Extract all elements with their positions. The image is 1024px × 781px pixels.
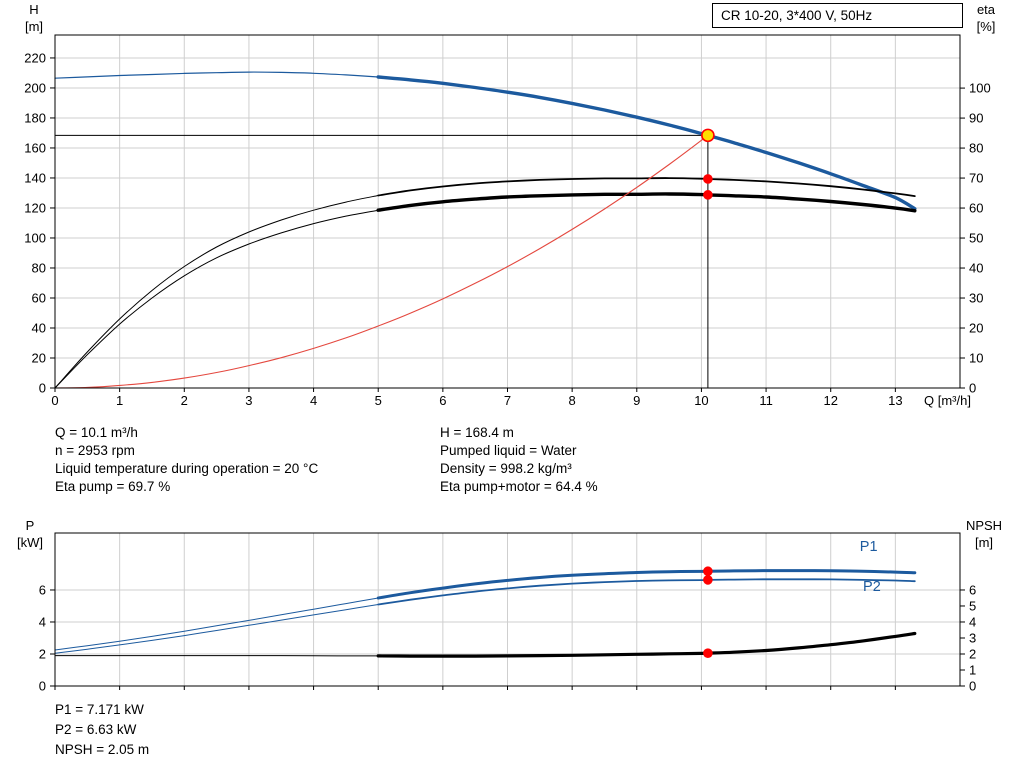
x-tick-label: 12 xyxy=(823,393,837,408)
y-right-tick-label: 5 xyxy=(969,598,976,613)
operating-info-right: H = 168.4 m Pumped liquid = Water Densit… xyxy=(440,424,598,496)
y-right-axis-label: NPSH xyxy=(966,520,1002,533)
x-tick-label: 6 xyxy=(439,393,446,408)
y-right-axis-unit: [%] xyxy=(977,19,996,34)
y-right-tick-label: 40 xyxy=(969,261,983,276)
y-right-tick-label: 20 xyxy=(969,321,983,336)
y-left-tick-label: 160 xyxy=(24,140,46,155)
y-left-tick-label: 6 xyxy=(39,582,46,597)
pump-title-box: CR 10-20, 3*400 V, 50Hz xyxy=(712,3,963,28)
info-flow: Q = 10.1 m³/h xyxy=(55,425,138,440)
info-speed: n = 2953 rpm xyxy=(55,443,135,458)
y-right-tick-label: 4 xyxy=(969,614,976,629)
x-tick-label: 13 xyxy=(888,393,902,408)
y-left-tick-label: 20 xyxy=(32,350,46,365)
x-tick-label: 1 xyxy=(116,393,123,408)
eta-pump-motor-curve xyxy=(376,192,917,213)
y-right-tick-label: 100 xyxy=(969,81,991,96)
h-curve xyxy=(376,75,917,211)
p2-point xyxy=(703,575,713,585)
y-left-tick-label: 200 xyxy=(24,80,46,95)
y-left-tick-label: 40 xyxy=(32,320,46,335)
p1-point xyxy=(703,566,713,577)
npsh-point xyxy=(703,648,713,658)
info-p2: P2 = 6.63 kW xyxy=(55,722,137,737)
x-tick-label: 4 xyxy=(310,393,317,408)
eta-pump-point xyxy=(703,174,713,184)
x-axis-label: Q [m³/h] xyxy=(924,393,971,408)
p2-curve xyxy=(54,604,379,654)
y-left-axis-unit: [kW] xyxy=(17,535,43,550)
y-left-tick-label: 4 xyxy=(39,614,46,629)
y-right-tick-label: 2 xyxy=(969,646,976,661)
y-right-tick-label: 30 xyxy=(969,291,983,306)
y-right-axis-unit: [m] xyxy=(975,535,993,550)
eta-pump-motor-curve xyxy=(54,209,379,389)
x-tick-label: 0 xyxy=(51,393,58,408)
y-right-tick-label: 0 xyxy=(969,679,976,694)
x-tick-label: 2 xyxy=(181,393,188,408)
y-right-tick-label: 3 xyxy=(969,630,976,645)
operating-info-left: Q = 10.1 m³/h n = 2953 rpm Liquid temper… xyxy=(55,424,318,496)
curve-label-p2: P2 xyxy=(863,579,881,595)
x-tick-label: 3 xyxy=(245,393,252,408)
x-tick-label: 9 xyxy=(633,393,640,408)
hq-eta-chart: 0204060801001201401601802002200102030405… xyxy=(24,2,996,408)
info-p1: P1 = 7.171 kW xyxy=(55,702,144,717)
y-right-tick-label: 50 xyxy=(969,231,983,246)
info-pumped-liquid: Pumped liquid = Water xyxy=(440,443,577,458)
p2-curve xyxy=(377,578,916,606)
y-left-axis-label: H xyxy=(29,2,38,17)
y-left-tick-label: 100 xyxy=(24,230,46,245)
x-tick-label: 5 xyxy=(375,393,382,408)
info-eta-pump: Eta pump = 69.7 % xyxy=(55,479,171,494)
y-left-tick-label: 80 xyxy=(32,260,46,275)
operating-point xyxy=(701,128,715,143)
y-right-tick-label: 10 xyxy=(969,351,983,366)
y-right-tick-label: 70 xyxy=(969,171,983,186)
y-left-tick-label: 0 xyxy=(39,679,46,694)
power-info: P1 = 7.171 kW P2 = 6.63 kW NPSH = 2.05 m xyxy=(55,700,149,760)
y-right-tick-label: 60 xyxy=(969,201,983,216)
npsh-curve xyxy=(376,631,917,658)
y-right-tick-label: 90 xyxy=(969,111,983,126)
x-tick-label: 8 xyxy=(569,393,576,408)
y-right-tick-label: 1 xyxy=(969,662,976,677)
y-left-tick-label: 180 xyxy=(24,110,46,125)
y-left-tick-label: 0 xyxy=(39,381,46,396)
p1-curve xyxy=(376,569,917,600)
eta-pump-curve xyxy=(54,195,379,389)
info-head: H = 168.4 m xyxy=(440,425,514,440)
y-left-tick-label: 60 xyxy=(32,290,46,305)
y-right-tick-label: 6 xyxy=(969,582,976,597)
y-right-axis-label: eta xyxy=(977,2,996,17)
info-eta-pump-motor: Eta pump+motor = 64.4 % xyxy=(440,479,598,494)
y-left-tick-label: 2 xyxy=(39,646,46,661)
x-tick-label: 10 xyxy=(694,393,708,408)
y-left-axis-unit: [m] xyxy=(25,19,43,34)
curve-label-p1: P1 xyxy=(860,539,878,555)
y-left-axis-label: P xyxy=(26,520,35,533)
system-curve xyxy=(54,134,709,389)
x-tick-label: 11 xyxy=(759,393,773,408)
info-liquid-temperature: Liquid temperature during operation = 20… xyxy=(55,461,319,476)
info-density: Density = 998.2 kg/m³ xyxy=(440,461,572,476)
eta-pump-curve xyxy=(377,177,916,197)
eta-pump-motor-point xyxy=(703,190,713,200)
h-curve xyxy=(54,71,379,79)
y-right-tick-label: 80 xyxy=(969,141,983,156)
y-right-tick-label: 0 xyxy=(969,381,976,396)
y-left-tick-label: 220 xyxy=(24,50,46,65)
y-left-tick-label: 120 xyxy=(24,200,46,215)
info-npsh: NPSH = 2.05 m xyxy=(55,742,150,757)
x-tick-label: 7 xyxy=(504,393,511,408)
p1-curve xyxy=(54,597,379,651)
y-left-tick-label: 140 xyxy=(24,170,46,185)
